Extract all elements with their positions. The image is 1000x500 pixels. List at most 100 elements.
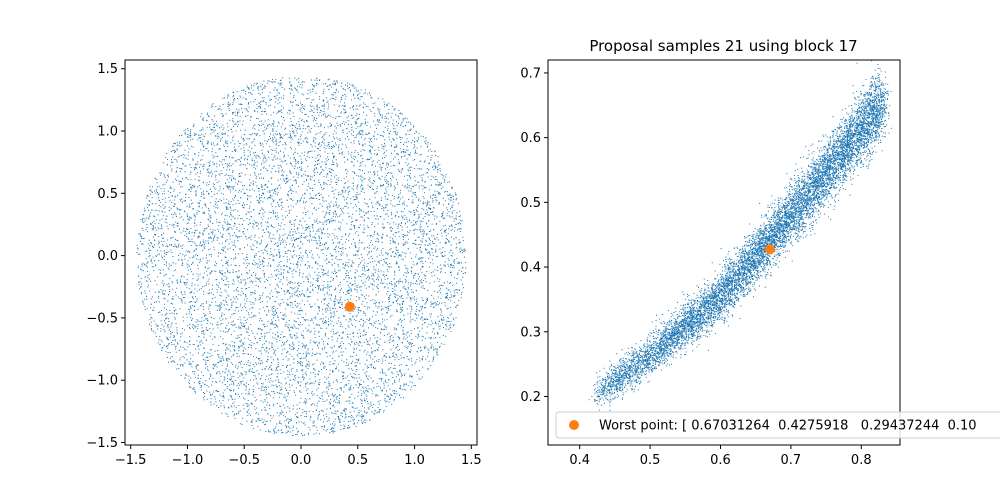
sample-point — [368, 295, 370, 297]
sample-point — [153, 310, 155, 312]
sample-point — [333, 412, 335, 414]
sample-point — [144, 220, 146, 222]
sample-point — [458, 242, 460, 244]
sample-point — [206, 120, 208, 122]
sample-point — [322, 211, 324, 213]
sample-point — [240, 381, 242, 383]
sample-point — [201, 119, 203, 121]
sample-point — [141, 243, 143, 245]
sample-point — [391, 195, 393, 196]
sample-point — [345, 348, 347, 349]
sample-point — [292, 231, 294, 233]
sample-point — [271, 81, 273, 83]
sample-point — [220, 405, 222, 407]
sample-point — [194, 169, 196, 171]
sample-point — [424, 275, 426, 277]
sample-point — [443, 181, 445, 183]
sample-point — [276, 88, 278, 90]
sample-point — [430, 197, 432, 199]
sample-point — [201, 193, 203, 195]
sample-point — [159, 172, 161, 174]
sample-point — [273, 259, 275, 261]
sample-point — [345, 400, 347, 402]
sample-point — [253, 303, 255, 305]
sample-point — [383, 226, 385, 228]
sample-point — [330, 178, 332, 180]
sample-point — [163, 344, 165, 346]
sample-point — [384, 227, 386, 228]
sample-point — [248, 102, 249, 104]
sample-point — [392, 241, 394, 243]
sample-point — [413, 214, 415, 216]
sample-point — [336, 137, 338, 139]
sample-point — [292, 199, 294, 201]
sample-point — [413, 224, 415, 226]
sample-point — [329, 222, 331, 224]
sample-point — [306, 354, 308, 356]
sample-point — [246, 272, 248, 274]
sample-point — [233, 415, 235, 417]
sample-point — [260, 363, 262, 365]
sample-point — [249, 185, 251, 187]
sample-point — [324, 333, 326, 335]
sample-point — [247, 211, 249, 213]
sample-point — [284, 348, 286, 350]
sample-point — [417, 236, 419, 238]
sample-point — [157, 194, 159, 196]
sample-point — [452, 325, 454, 327]
sample-point — [277, 379, 279, 381]
sample-point — [268, 378, 269, 380]
sample-point — [411, 195, 413, 197]
sample-point — [355, 277, 357, 279]
sample-point — [252, 371, 254, 373]
sample-point — [232, 92, 234, 93]
sample-point — [256, 118, 257, 119]
sample-point — [279, 305, 281, 306]
sample-point — [211, 175, 212, 177]
sample-point — [277, 335, 279, 337]
sample-point — [258, 420, 260, 421]
sample-point — [291, 349, 293, 351]
sample-point — [342, 207, 344, 209]
sample-point — [361, 154, 363, 156]
sample-point — [233, 146, 235, 148]
sample-point — [206, 182, 208, 184]
sample-point — [197, 186, 199, 188]
sample-point — [213, 317, 215, 319]
sample-point — [197, 236, 199, 237]
sample-point — [294, 326, 296, 328]
sample-point — [220, 192, 222, 194]
sample-point — [163, 275, 165, 277]
sample-point — [278, 396, 280, 398]
sample-point — [185, 194, 187, 196]
sample-point — [340, 428, 342, 430]
sample-point — [450, 274, 452, 276]
sample-point — [289, 427, 291, 429]
sample-point — [316, 123, 318, 125]
sample-point — [159, 344, 161, 346]
sample-point — [284, 265, 285, 267]
sample-point — [252, 127, 254, 129]
sample-point — [386, 172, 388, 174]
sample-point — [319, 79, 321, 81]
sample-point — [425, 187, 427, 189]
sample-point — [406, 186, 408, 188]
sample-point — [205, 356, 207, 358]
sample-point — [257, 327, 259, 329]
sample-point — [384, 139, 386, 141]
sample-point — [178, 246, 180, 248]
sample-point — [362, 144, 364, 145]
sample-point — [343, 343, 344, 345]
sample-point — [152, 225, 154, 227]
sample-point — [153, 330, 155, 332]
sample-point — [273, 192, 275, 194]
sample-point — [272, 134, 274, 136]
sample-point — [325, 214, 326, 216]
sample-point — [345, 198, 347, 200]
sample-point — [337, 338, 339, 340]
sample-point — [216, 284, 218, 286]
sample-point — [154, 216, 156, 218]
sample-point — [248, 344, 250, 346]
sample-point — [317, 288, 319, 290]
sample-point — [455, 215, 457, 217]
